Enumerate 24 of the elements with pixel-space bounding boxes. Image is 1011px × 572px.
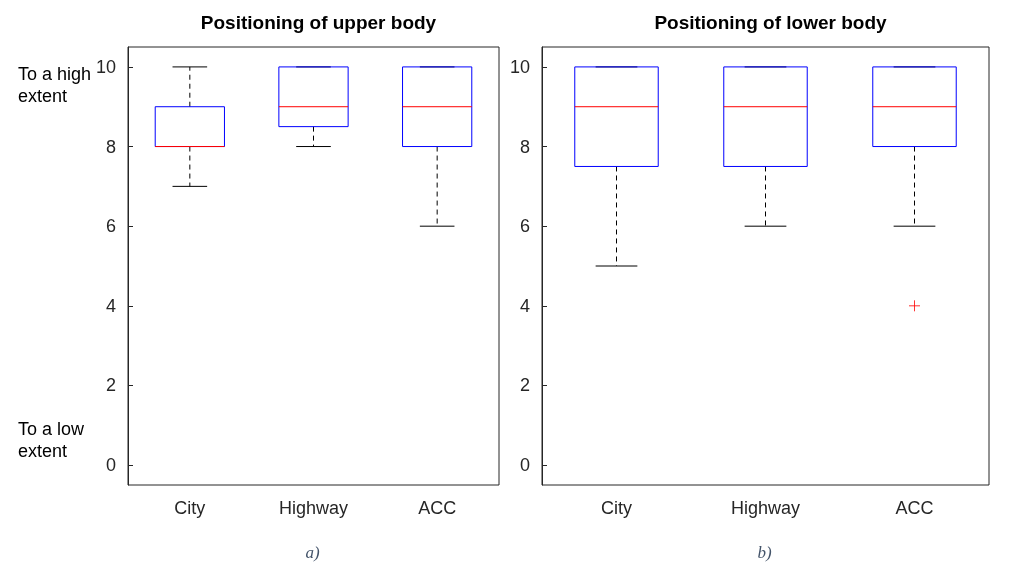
y-tick-label: 0 — [519, 455, 530, 476]
y-tick-label: 10 — [95, 56, 116, 77]
text: To a low extent — [18, 419, 90, 461]
y-tick-label: 0 — [105, 455, 116, 476]
x-tick-label: Highway — [730, 498, 801, 518]
x-tick-label: City — [601, 498, 632, 518]
y-tick-label: 6 — [519, 216, 530, 237]
x-tick-label: ACC — [895, 498, 934, 518]
x-tick-label: City — [174, 498, 206, 518]
x-tick-label: ACC — [418, 498, 457, 518]
text: a) — [305, 543, 320, 562]
y-tick-label: 8 — [105, 136, 116, 157]
y-tick-label: 8 — [519, 136, 530, 157]
y-tick-label: 2 — [519, 375, 530, 396]
y-tick-label: 2 — [105, 375, 116, 396]
y-tick-label: 4 — [519, 295, 530, 316]
text: To a high extent — [18, 64, 97, 106]
x-tick-label: Highway — [278, 498, 349, 518]
y-tick-label: 6 — [105, 216, 116, 237]
chart-title: Positioning of lower body — [654, 12, 888, 33]
chart-title: Positioning of upper body — [200, 12, 437, 33]
y-tick-label: 10 — [509, 56, 530, 77]
y-tick-label: 4 — [105, 295, 116, 316]
text: b) — [757, 543, 772, 562]
